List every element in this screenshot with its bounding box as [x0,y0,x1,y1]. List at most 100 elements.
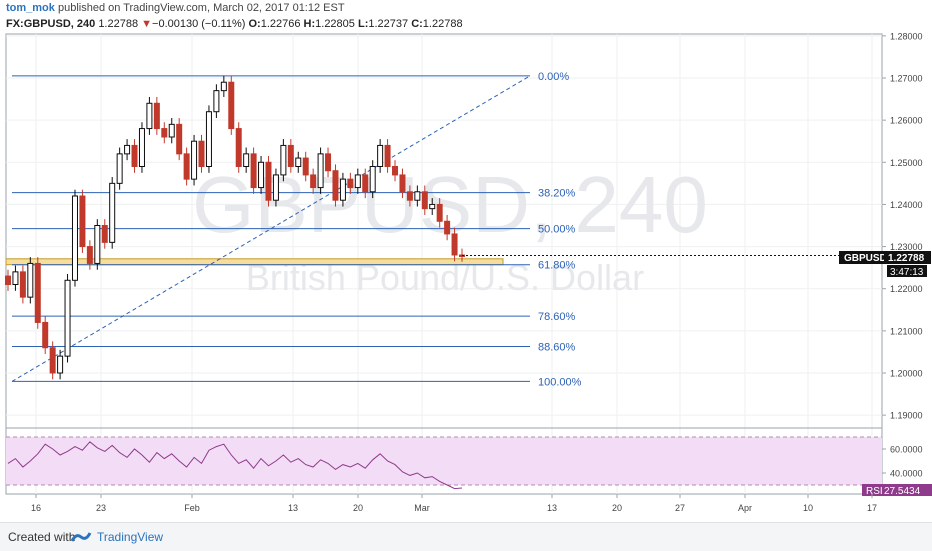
badge-symbol: GBPUSD [844,253,887,264]
candle-body [49,347,56,374]
badge-countdown: 3:47:13 [890,267,924,278]
price-tick-label: 1.25000 [890,158,923,168]
symbol-info: FX:GBPUSD, 240 1.22788 ▼−0.00130 (−0.11%… [6,18,463,30]
price-tick-label: 1.20000 [890,369,923,379]
candle-body [265,161,272,201]
price-chart[interactable]: GBPUSD, 240 British Pound/U.S. Dollar 0.… [0,0,932,522]
candle-body [354,174,361,189]
candle-body [339,178,346,201]
created-with-text: Created with [8,530,76,544]
price-tick-label: 1.24000 [890,200,923,210]
candle-body [205,111,212,167]
time-tick-label: 23 [96,503,106,513]
published-text: published on TradingView.com, March 02, … [54,2,345,14]
rsi-line [7,441,463,490]
candle-body [399,174,406,193]
candle-body [79,195,86,248]
price-change: −0.00130 (−0.11%) [152,18,246,30]
candle-body [280,144,287,176]
price-tick-label: 1.28000 [890,31,923,41]
candle-body [168,123,175,138]
candle-body [414,191,421,201]
time-tick-label: 20 [612,503,622,513]
candle-body [176,123,183,155]
rsi-band-fill [6,437,882,485]
candle-body [406,191,413,201]
rsi-tick-label: 60.0000 [890,445,923,455]
fib-level-label: 38.20% [538,188,576,200]
candle-body [42,321,49,349]
rsi-pane[interactable]: 40.0000 60.0000 [6,436,923,490]
open-label: O: [248,18,261,30]
candle-body [392,165,399,176]
rsi-badge-bg [862,484,932,496]
candle-body [384,144,391,167]
support-zone[interactable] [5,258,504,266]
candle-body [220,81,227,92]
high-label: H: [303,18,316,30]
low-value: 1.22737 [368,18,409,30]
candle-body [161,128,168,138]
candle-body [116,153,123,184]
candle-body [377,144,384,167]
time-tick-label: 27 [675,503,685,513]
candle-body [86,246,93,264]
countdown-bg [887,265,927,277]
price-tick-label: 1.19000 [890,411,923,421]
time-tick-label: Feb [184,503,200,513]
candle-body [19,271,26,298]
candle-body [213,90,220,113]
price-badge: GBPUSD 1.22788 3:47:13 [839,251,931,278]
rsi-badge-label: RSI [866,486,883,497]
price-axis[interactable]: 1.19000 1.20000 1.21000 1.22000 1.23000 1.240… [882,31,923,421]
low-label: L: [357,18,369,30]
candle-body [272,174,279,201]
fibonacci-retracement[interactable]: 0.00% 38.20% 50.00% 61.80% 78.60% 88.60% 100.0… [11,71,582,389]
candle-body [451,233,458,256]
price-tick-label: 1.23000 [890,242,923,252]
time-axis[interactable]: 16 23 Feb 13 20 Mar 13 20 27 Apr 10 17 [31,494,877,513]
candle-body [109,182,116,243]
candle-body [94,224,101,264]
candle-body [325,153,332,172]
candle-body [27,262,34,298]
close-label: C: [411,18,423,30]
price-tick-label: 1.27000 [890,73,923,83]
candle-body [146,102,153,130]
publish-info: tom_mok published on TradingView.com, Ma… [6,2,345,14]
high-value: 1.22805 [315,18,355,30]
symbol-label: FX:GBPUSD, 240 [6,18,96,30]
fib-level-label: 88.60% [538,341,576,353]
tradingview-brand[interactable]: TradingView [97,530,164,544]
candle-body [295,157,302,167]
time-tick-label: 13 [288,503,298,513]
open-value: 1.22766 [260,18,301,30]
rsi-badge: RSI 27.5434 [862,484,932,497]
tradingview-logo-icon [70,532,92,542]
candle-body [421,191,428,210]
candle-body [235,128,242,167]
candle-body [12,271,19,285]
candle-body [191,140,198,180]
author-link[interactable]: tom_mok [6,2,55,14]
candle-body [198,140,205,167]
rsi-badge-value: 27.5434 [884,486,921,497]
fib-level-label: 78.60% [538,311,576,323]
fib-trendline[interactable] [11,75,531,382]
down-arrow-icon: ▼ [141,18,153,30]
rsi-tick-label: 40.0000 [890,469,923,479]
price-badge-value-bg [884,251,931,264]
candle-body [287,144,294,167]
candle-body [369,165,376,193]
time-tick-label: 13 [547,503,557,513]
time-tick-label: 16 [31,503,41,513]
candle-body [57,355,64,374]
time-tick-label: Apr [738,503,752,513]
candle-body [183,153,190,180]
candle-body [250,153,257,189]
candle-body [243,153,250,167]
candle-body [228,81,235,130]
candle-body [444,220,451,235]
time-tick-label: 20 [353,503,363,513]
candle-body [332,170,339,201]
